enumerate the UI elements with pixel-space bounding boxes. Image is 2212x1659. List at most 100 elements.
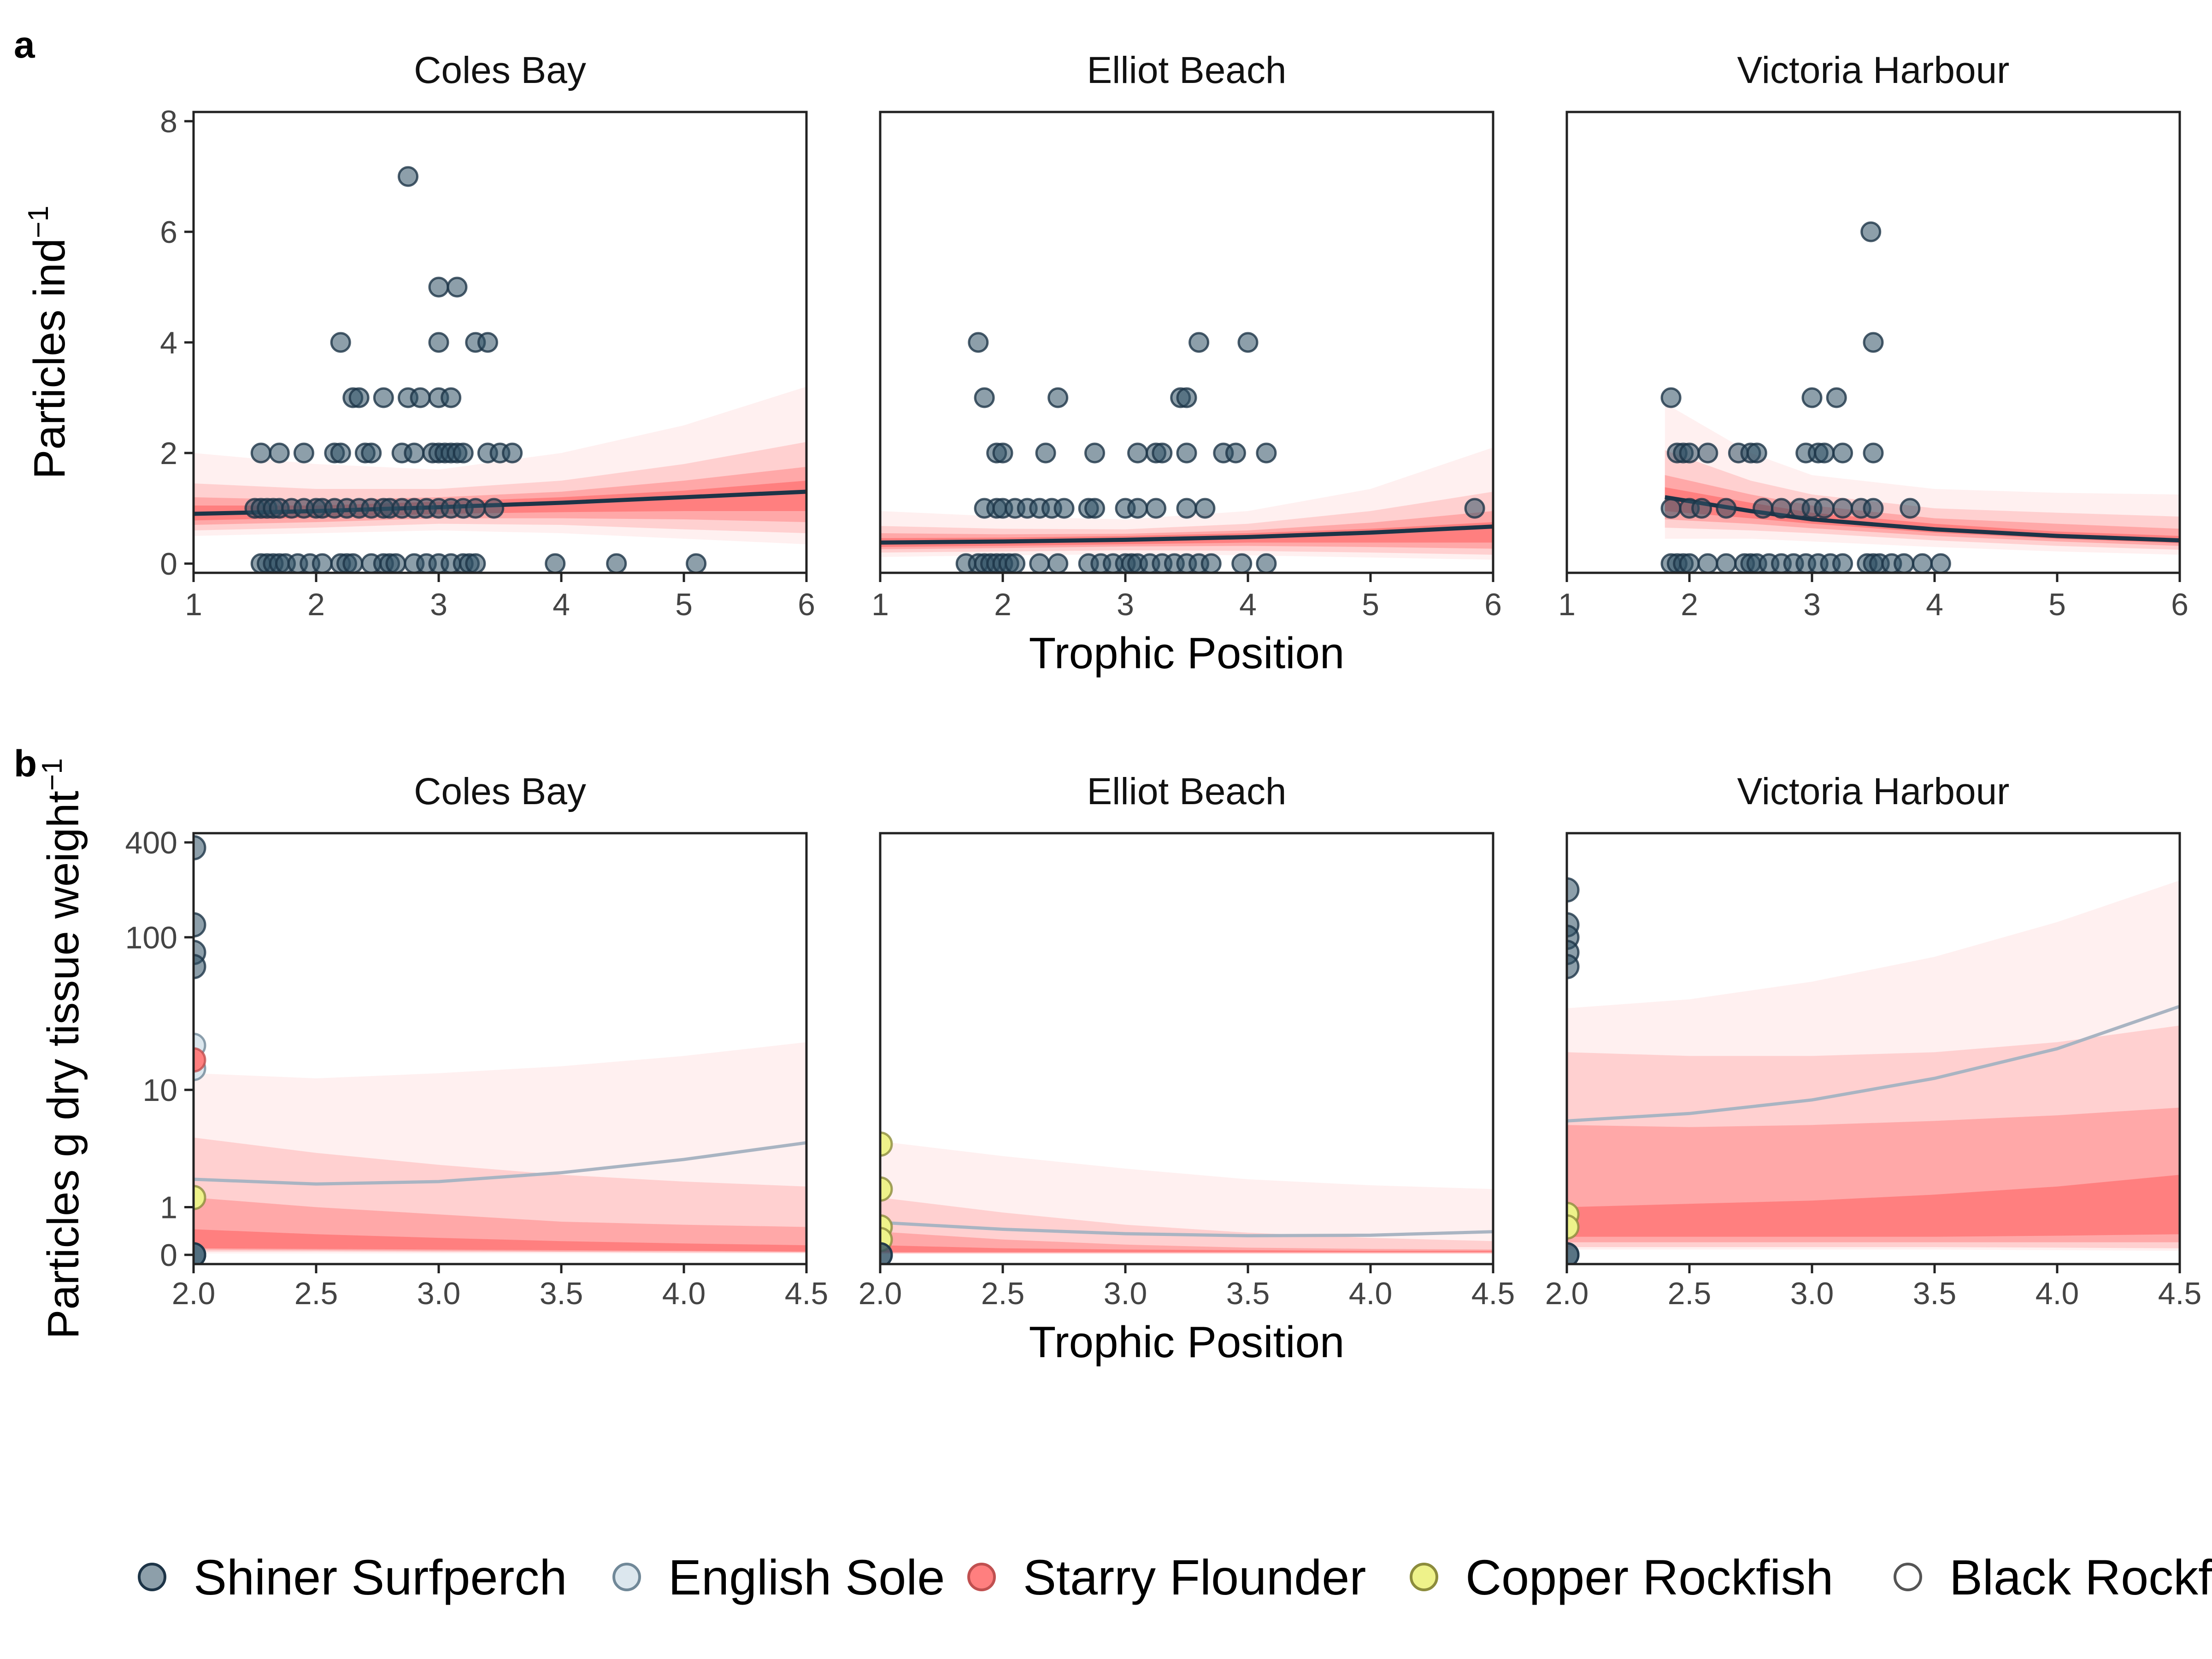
data-point xyxy=(1697,553,1718,573)
data-point xyxy=(1860,221,1882,242)
facet-elliot-beach: Elliot Beach 2.0 2.5 3.0 3.5 4.0 4.5 xyxy=(859,771,1515,1311)
x-tick-label: 4 xyxy=(1239,587,1257,622)
panel-border xyxy=(1565,832,2181,1265)
x-tick-label: 3 xyxy=(1803,587,1821,622)
plot-area xyxy=(1660,221,2180,573)
data-point xyxy=(194,1047,206,1073)
data-point xyxy=(1005,553,1026,573)
facet-coles-bay: Coles Bay 2.0 2.5 3.0 3.5 4.0 4.5 0 1 10 100 400 xyxy=(125,771,829,1311)
credible-band-2 xyxy=(880,1197,1493,1253)
x-tick-label: 5 xyxy=(675,587,693,622)
data-point xyxy=(1832,553,1853,573)
data-point xyxy=(465,498,486,519)
data-point xyxy=(1176,442,1197,464)
legend-item-black-rockfish: Black Rockfish xyxy=(1894,1549,2212,1605)
data-point xyxy=(1832,498,1853,519)
data-point xyxy=(293,442,314,464)
x-tick-label: 2 xyxy=(994,587,1012,622)
data-point xyxy=(1029,553,1050,573)
x-tick-label: 6 xyxy=(798,587,815,622)
data-point xyxy=(880,1131,893,1157)
x-tick-label: 6 xyxy=(2171,587,2188,622)
legend-label: Black Rockfish xyxy=(1949,1549,2212,1605)
data-point xyxy=(1691,498,1712,519)
legend-label: English Sole xyxy=(668,1549,945,1605)
x-tick-label: 4.5 xyxy=(2158,1276,2202,1311)
facet-victoria-harbour: Victoria Harbour 2.0 2.5 3.0 3.5 4.0 4.5 xyxy=(1545,771,2202,1311)
facet-title: Coles Bay xyxy=(414,49,586,91)
y-tick-label: 0 xyxy=(160,1238,177,1273)
data-point xyxy=(1053,498,1075,519)
legend-swatch-icon xyxy=(612,1563,641,1591)
x-tick-label: 4 xyxy=(553,587,570,622)
data-point xyxy=(1832,442,1853,464)
legend-swatch-icon xyxy=(138,1563,166,1591)
data-point xyxy=(1863,442,1884,464)
data-point xyxy=(1567,1242,1580,1264)
x-tick-label: 2.5 xyxy=(1668,1276,1712,1311)
panel-a: a Particles ind−1 Trophic Position Coles Ba… xyxy=(14,24,2188,678)
y-tick-label: 1 xyxy=(160,1190,177,1225)
credible-band-4 xyxy=(880,1245,1493,1253)
y-axis-title: Particles g dry tissue weight−1 xyxy=(36,758,88,1339)
data-point xyxy=(194,953,206,979)
x-tick-label: 5 xyxy=(1362,587,1379,622)
y-tick-label: 100 xyxy=(125,920,177,955)
y-tick-label: 400 xyxy=(125,825,177,860)
plot-area xyxy=(880,1131,1493,1264)
data-point xyxy=(373,387,394,408)
legend-item-english-sole: English Sole xyxy=(612,1549,945,1605)
data-point xyxy=(968,332,989,353)
facet-coles-bay: Coles Bay 1 2 3 4 5 6 0 2 4 6 8 xyxy=(160,49,815,622)
data-point xyxy=(1200,553,1222,573)
data-point xyxy=(465,553,486,573)
data-point xyxy=(1035,442,1056,464)
credible-band-3 xyxy=(880,1231,1493,1253)
plot-area xyxy=(1567,877,2180,1264)
legend-label: Copper Rockfish xyxy=(1465,1549,1833,1605)
data-point xyxy=(312,553,333,573)
x-tick-label: 2.0 xyxy=(1545,1276,1589,1311)
panel-border xyxy=(879,832,1494,1265)
data-point xyxy=(1231,553,1253,573)
legend-label: Starry Flounder xyxy=(1023,1549,1366,1605)
data-point xyxy=(1697,442,1718,464)
data-point xyxy=(502,442,523,464)
data-point xyxy=(1863,498,1884,519)
data-point xyxy=(1567,877,1580,903)
data-point xyxy=(410,387,431,408)
data-point xyxy=(348,387,370,408)
credible-band-4 xyxy=(194,1229,806,1252)
legend-swatch-icon xyxy=(1410,1563,1438,1591)
data-point xyxy=(1814,498,1835,519)
data-point xyxy=(1084,442,1105,464)
data-point xyxy=(1826,387,1847,408)
data-point xyxy=(441,387,462,408)
data-point xyxy=(1146,498,1166,519)
x-tick-label: 1 xyxy=(185,587,202,622)
x-tick-label: 3.0 xyxy=(1790,1276,1834,1311)
panel-letter: a xyxy=(14,24,35,66)
panel-border xyxy=(879,111,1494,574)
data-point xyxy=(1225,442,1246,464)
facet-title: Coles Bay xyxy=(414,771,586,812)
x-tick-label: 2.5 xyxy=(294,1276,338,1311)
x-tick-label: 3.0 xyxy=(417,1276,461,1311)
x-tick-label: 3 xyxy=(430,587,447,622)
data-point xyxy=(194,835,206,861)
data-point xyxy=(1084,498,1105,519)
legend-swatch-icon xyxy=(967,1563,996,1591)
data-point xyxy=(545,553,566,573)
x-tick-label: 2.0 xyxy=(172,1276,216,1311)
y-tick-label: 4 xyxy=(160,325,177,360)
data-point xyxy=(686,553,707,573)
data-point xyxy=(1746,442,1767,464)
x-tick-label: 4.5 xyxy=(785,1276,829,1311)
data-point xyxy=(1567,1214,1580,1240)
data-point xyxy=(194,912,206,938)
panel-border xyxy=(1565,111,2181,574)
data-point xyxy=(1679,553,1700,573)
y-axis-title-main: Particles ind xyxy=(25,238,74,479)
